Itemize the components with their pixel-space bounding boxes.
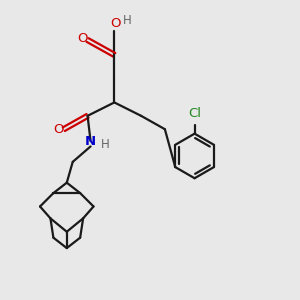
Text: O: O — [53, 123, 64, 136]
Text: O: O — [111, 16, 121, 30]
Text: Cl: Cl — [188, 107, 201, 120]
Text: N: N — [85, 135, 96, 148]
Text: H: H — [101, 138, 110, 151]
Text: H: H — [123, 14, 132, 27]
Text: O: O — [77, 32, 88, 45]
